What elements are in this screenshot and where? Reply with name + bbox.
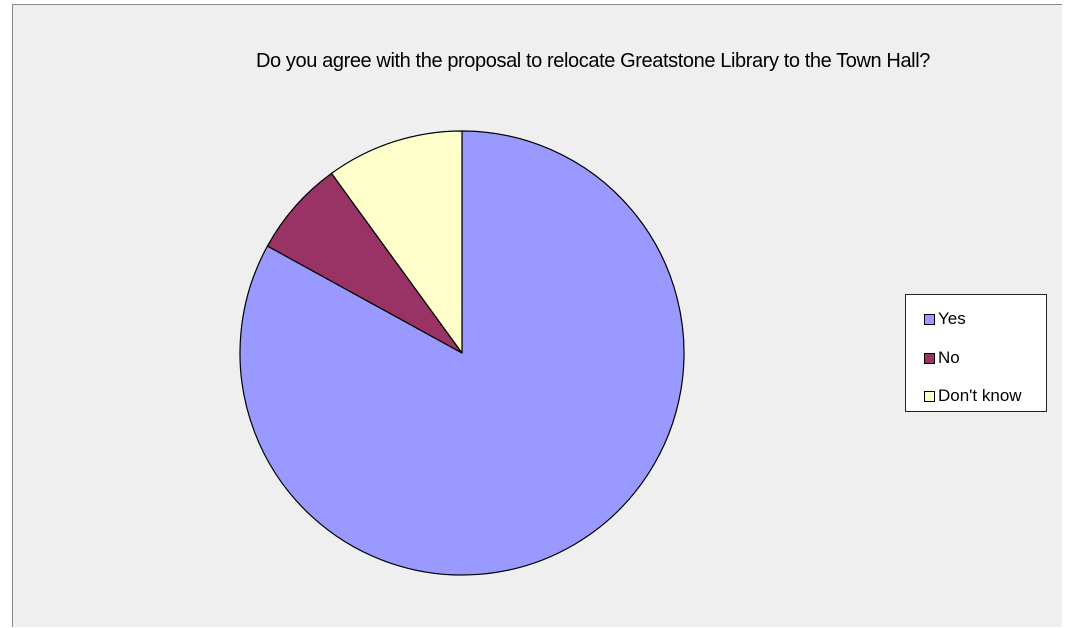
legend-swatch-dont-know	[924, 390, 935, 402]
legend-item-dont-know: Don't know	[924, 386, 1022, 406]
legend-item-yes: Yes	[924, 309, 966, 329]
legend-label-dont-know: Don't know	[938, 386, 1022, 405]
legend: Yes No Don't know	[905, 294, 1047, 412]
legend-label-no: No	[938, 348, 960, 367]
chart-area: Do you agree with the proposal to reloca…	[12, 4, 1062, 627]
legend-swatch-yes	[924, 313, 935, 325]
legend-swatch-no	[924, 352, 935, 364]
legend-label-yes: Yes	[938, 309, 966, 328]
pie-slice-yes	[239, 130, 685, 576]
pie-slice-dont-know	[330, 130, 463, 354]
legend-item-no: No	[924, 348, 960, 368]
pie-chart	[239, 130, 685, 576]
chart-title: Do you agree with the proposal to reloca…	[256, 50, 930, 72]
